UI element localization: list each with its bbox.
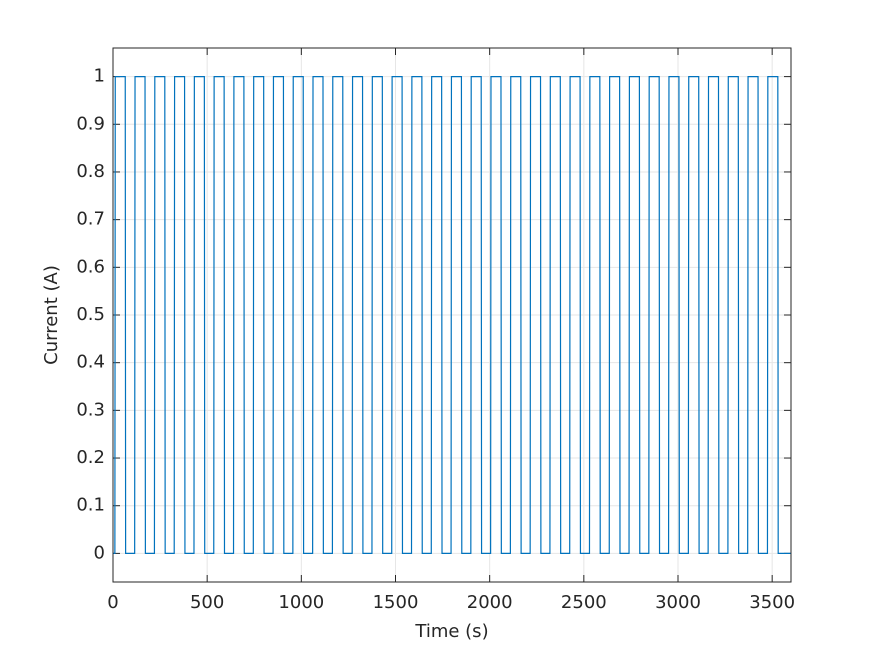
y-tick-label: 0.9 <box>76 113 105 134</box>
y-tick-label: 0 <box>94 542 105 563</box>
y-tick-label: 0.2 <box>76 447 105 468</box>
x-tick-label: 1500 <box>373 592 419 613</box>
y-tick-label: 0.7 <box>76 209 105 230</box>
y-axis-label: Current (A) <box>41 265 62 365</box>
y-tick-label: 0.3 <box>76 399 105 420</box>
x-tick-label: 2500 <box>561 592 607 613</box>
y-tick-label: 0.5 <box>76 304 105 325</box>
axes-box <box>112 47 792 583</box>
x-tick-label: 3500 <box>749 592 795 613</box>
x-axis-label: Time (s) <box>414 621 488 642</box>
x-tick-label: 1000 <box>278 592 324 613</box>
x-tick-label: 500 <box>190 592 224 613</box>
y-tick-label: 1 <box>94 66 105 87</box>
x-tick-label: 3000 <box>655 592 701 613</box>
y-tick-label: 0.4 <box>76 352 105 373</box>
x-tick-label: 2000 <box>467 592 513 613</box>
y-tick-label: 0.8 <box>76 161 105 182</box>
y-tick-label: 0.6 <box>76 256 105 277</box>
y-tick-label: 0.1 <box>76 495 105 516</box>
x-tick-label: 0 <box>107 592 118 613</box>
line-series <box>113 76 791 554</box>
